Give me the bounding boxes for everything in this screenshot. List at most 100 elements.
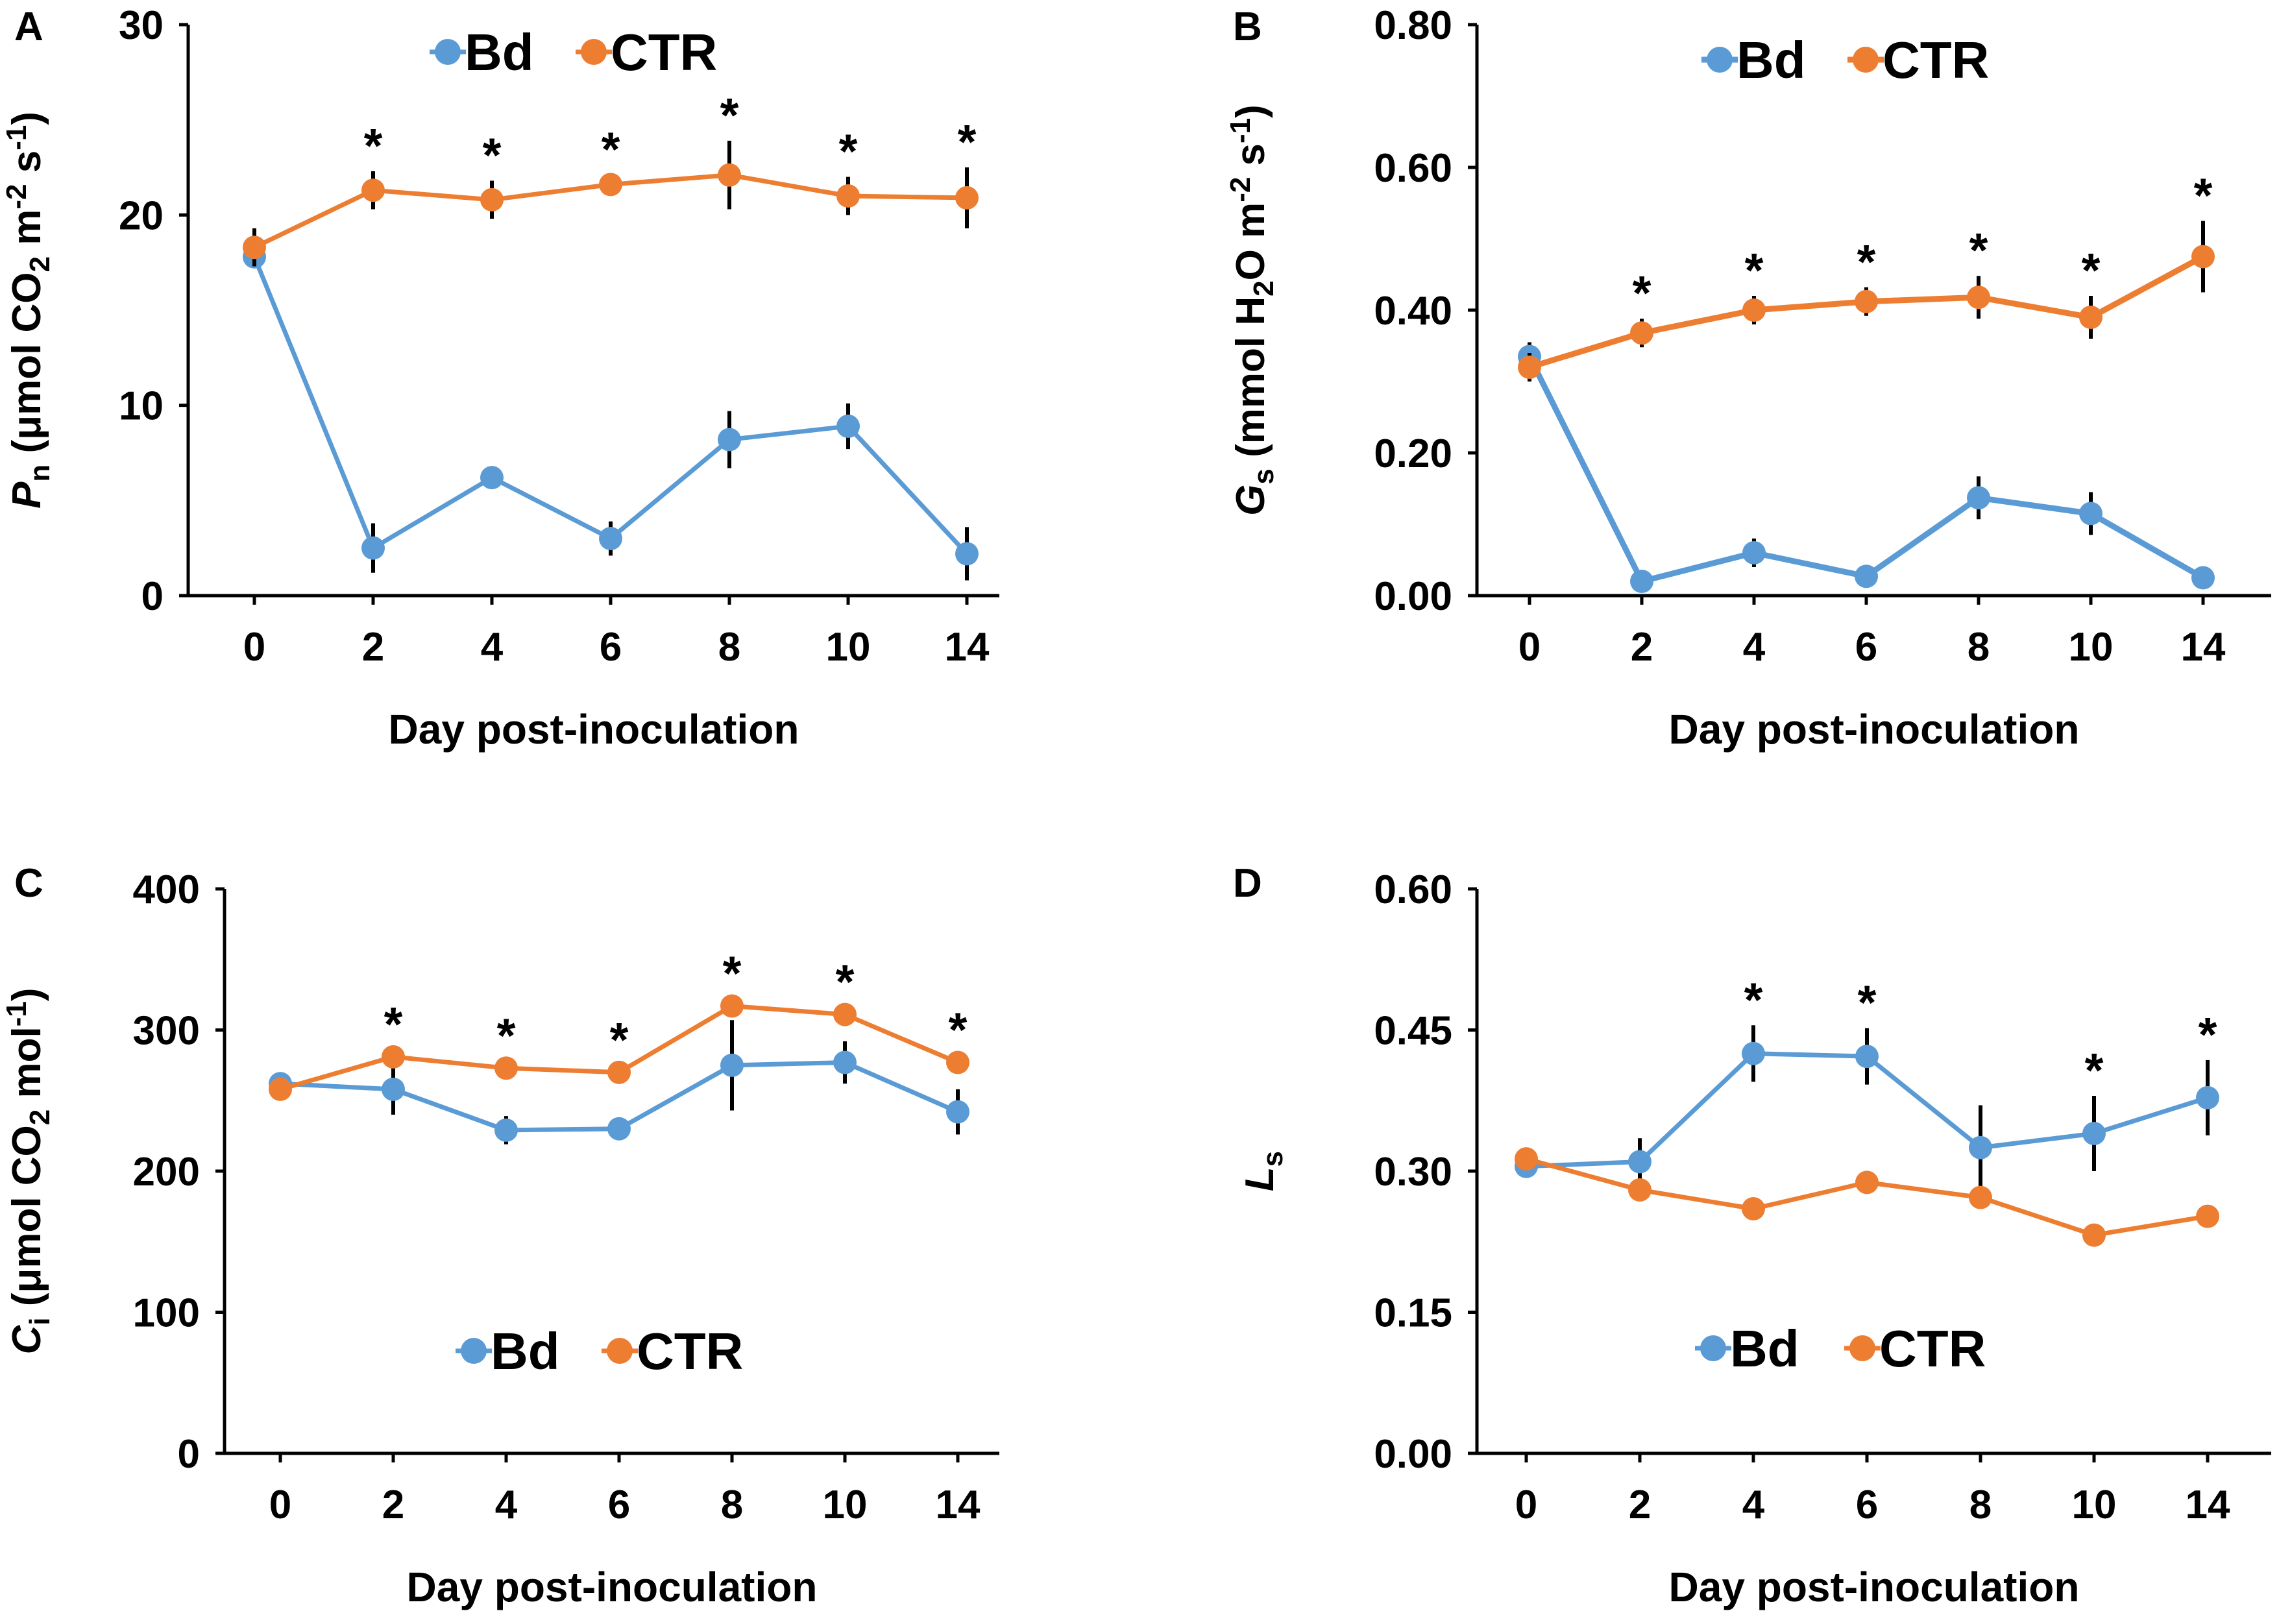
significance-asterisk: *	[610, 1013, 629, 1067]
series-bd	[1515, 1025, 2219, 1190]
x-tick-label: 14	[936, 1483, 981, 1527]
legend: Bd CTR	[430, 23, 717, 81]
data-point-ctr	[720, 994, 744, 1018]
x-tick-label: 6	[600, 625, 622, 670]
y-axis-label-part: i	[24, 1317, 56, 1325]
data-point-ctr	[1967, 285, 1990, 309]
legend-label-bd: Bd	[1737, 31, 1806, 89]
significance-asterisk: *	[1858, 976, 1877, 1030]
series-line-bd	[252, 256, 969, 555]
significance-asterisk: *	[720, 88, 739, 142]
x-tick-label: 14	[2186, 1483, 2230, 1527]
x-tick-label: 8	[721, 1483, 743, 1527]
data-point-ctr	[361, 178, 385, 202]
series-bd	[1518, 342, 2215, 593]
panel-a: A 0 10 20 30 0 2 4 6 8 10 14 Day post-inoculation Pn …	[1, 3, 999, 753]
significance-asterisk: *	[1633, 266, 1651, 320]
significance-asterisk: *	[2199, 1008, 2217, 1061]
y-axis-label-part: 2	[24, 256, 56, 272]
x-tick-label: 2	[362, 625, 384, 670]
legend-label-ctr: CTR	[611, 23, 717, 81]
data-point-bd	[382, 1077, 405, 1101]
data-point-ctr	[1742, 1197, 1765, 1220]
data-point-ctr	[607, 1060, 631, 1084]
x-tick-label: 8	[718, 625, 740, 670]
y-axis-label-part: O m	[1228, 202, 1273, 281]
data-point-bd	[720, 1053, 744, 1077]
y-tick-label: 0.00	[1374, 1432, 1452, 1477]
x-axis-label: Day post-inoculation	[1669, 706, 2080, 753]
data-point-bd	[2079, 502, 2102, 526]
data-point-ctr	[599, 173, 622, 197]
significance-asterisk: *	[2085, 1043, 2104, 1097]
data-point-ctr	[2196, 1204, 2219, 1228]
y-tick-label: 0.60	[1374, 867, 1452, 912]
legend-label-ctr: CTR	[637, 1322, 743, 1380]
legend-swatch-marker	[1849, 1335, 1875, 1361]
y-tick-label: 20	[119, 193, 164, 238]
y-tick-label: 300	[133, 1009, 200, 1054]
significance-asterisk: *	[2082, 243, 2101, 297]
significance-asterisk: *	[836, 955, 855, 1009]
y-tick-label: 400	[133, 867, 200, 912]
y-axis-label-part: -1	[1225, 118, 1256, 143]
x-tick-label: 10	[2072, 1483, 2117, 1527]
y-tick-label: 0.60	[1374, 146, 1452, 191]
data-point-bd	[599, 527, 622, 550]
y-tick-label: 100	[133, 1291, 200, 1336]
x-tick-label: 0	[1515, 1483, 1537, 1527]
series-line-ctr	[1526, 1156, 2208, 1238]
panel-label: B	[1233, 5, 1262, 49]
x-tick-label: 6	[1855, 625, 1877, 670]
data-point-bd	[833, 1050, 857, 1074]
x-tick-label: 4	[1742, 1483, 1765, 1527]
y-axis-label-part: -1	[1, 125, 32, 151]
y-tick-label: 30	[119, 3, 164, 48]
series-line-bd	[1526, 355, 2205, 585]
significance-asterisk: *	[1744, 973, 1763, 1026]
y-axis-label-part: -2	[1225, 177, 1256, 202]
data-point-ctr	[1855, 1170, 1879, 1194]
data-point-ctr	[955, 186, 979, 210]
y-axis-label-part: C	[5, 1325, 49, 1355]
significance-asterisk: *	[1857, 235, 1876, 289]
data-point-ctr	[833, 1002, 857, 1026]
x-tick-label: 2	[1631, 625, 1653, 670]
panel-label: A	[14, 5, 43, 49]
legend: Bd CTR	[1695, 1320, 1986, 1377]
data-point-ctr	[1855, 289, 1878, 313]
y-axis-label-part: s	[1257, 1151, 1289, 1167]
y-axis-label-part: mol	[5, 1026, 49, 1109]
x-axis-label: Day post-inoculation	[389, 706, 799, 753]
significance-asterisk: *	[2194, 169, 2213, 223]
data-point-bd	[718, 428, 741, 452]
series-ctr	[1518, 221, 2215, 382]
significance-asterisk: *	[384, 997, 403, 1051]
y-axis-label-part: -1	[1, 1001, 32, 1026]
y-axis-label-part: P	[5, 481, 49, 509]
data-point-ctr	[269, 1077, 292, 1101]
panel-d: D 0.00 0.15 0.30 0.45 0.60 0 2 4 6 8 10 14 Day post-i…	[1233, 861, 2271, 1610]
data-point-ctr	[836, 184, 860, 208]
data-point-bd	[1969, 1135, 1992, 1159]
x-tick-label: 10	[826, 625, 871, 670]
data-point-bd	[607, 1117, 631, 1141]
legend-label-bd: Bd	[1730, 1320, 1799, 1377]
panel-c: C 0 100 200 300 400 0 2 4 6 8 10 14 Day post-inoculat…	[1, 861, 999, 1610]
significance-asterisk: *	[497, 1008, 516, 1062]
x-axis-label: Day post-inoculation	[1669, 1564, 2080, 1610]
y-axis-label-part: 2	[24, 1109, 56, 1125]
y-tick-label: 0	[178, 1432, 200, 1477]
y-axis-label: Ls	[1237, 1151, 1289, 1191]
panel-label: D	[1233, 861, 1262, 906]
data-point-ctr	[243, 236, 266, 260]
series-ctr	[269, 994, 969, 1101]
legend-swatch-marker	[1707, 47, 1733, 73]
significance-asterisk: *	[723, 947, 742, 1000]
y-tick-label: 10	[119, 384, 164, 429]
data-point-ctr	[1515, 1147, 1538, 1171]
y-axis-label-part: )	[5, 988, 49, 1002]
x-tick-label: 0	[269, 1483, 291, 1527]
y-axis-label: Gs (mmol H2O m-2 s-1)	[1225, 104, 1280, 516]
y-axis-label-part: s	[1228, 143, 1273, 177]
